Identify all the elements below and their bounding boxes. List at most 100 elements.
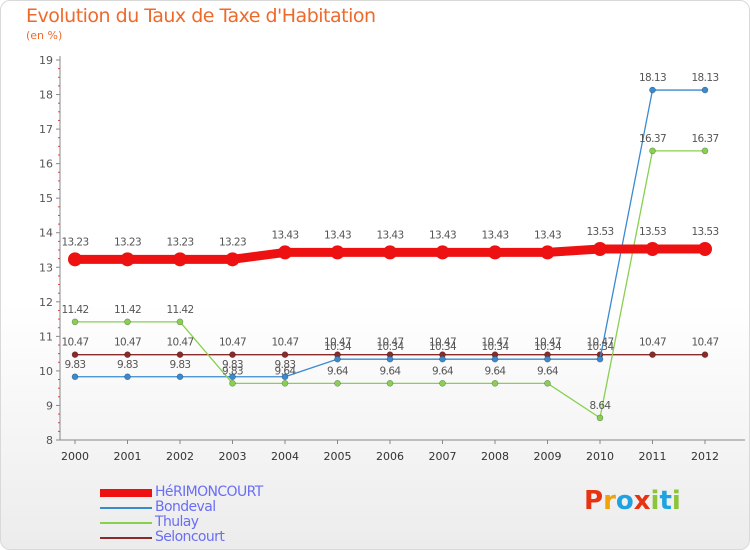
y-tick-label: 17 — [39, 123, 53, 136]
data-label: 10.47 — [271, 337, 298, 349]
data-label: 13.43 — [271, 229, 298, 241]
x-tick-label: 2000 — [61, 450, 89, 463]
data-point — [281, 373, 289, 381]
data-label: 10.47 — [324, 337, 351, 349]
x-tick-label: 2009 — [534, 450, 562, 463]
legend-label: HéRIMONCOURT — [155, 484, 263, 500]
data-label: 13.53 — [691, 226, 718, 238]
data-label: 13.23 — [219, 236, 246, 248]
data-point — [645, 241, 660, 256]
data-label: 13.23 — [166, 236, 193, 248]
y-tick-label: 13 — [39, 261, 53, 274]
data-point — [593, 241, 607, 256]
data-point — [68, 252, 82, 267]
data-point — [173, 252, 187, 267]
x-tick-label: 2003 — [219, 450, 247, 463]
data-point — [124, 351, 131, 358]
data-label: 9.83 — [170, 359, 191, 371]
y-tick-label: 19 — [39, 54, 53, 67]
x-tick-label: 2010 — [586, 450, 614, 463]
data-label: 10.34 — [481, 341, 509, 353]
data-label: 16.37 — [639, 133, 666, 145]
data-point — [540, 245, 555, 260]
data-point — [229, 380, 236, 387]
data-label: 10.47 — [219, 337, 246, 349]
data-label: 13.23 — [61, 236, 88, 248]
x-tick-label: 2012 — [691, 450, 719, 463]
y-tick-label: 14 — [39, 227, 53, 240]
y-tick-label: 15 — [39, 192, 53, 205]
data-label: 10.47 — [691, 337, 718, 349]
data-label: 9.64 — [380, 365, 402, 377]
logo-letter: P — [584, 486, 604, 516]
y-tick-label: 18 — [39, 89, 53, 102]
data-point — [544, 380, 551, 387]
x-tick-label: 2001 — [114, 450, 142, 463]
data-point — [176, 351, 184, 358]
x-tick-label: 2005 — [324, 450, 352, 463]
legend-swatch — [100, 507, 152, 509]
data-point — [596, 355, 604, 363]
logo-letter: x — [633, 486, 651, 516]
data-point — [488, 245, 502, 260]
data-point — [176, 318, 184, 326]
data-point — [435, 245, 450, 260]
legend-label: Seloncourt — [155, 529, 225, 545]
data-label: 10.34 — [586, 341, 614, 353]
x-tick-label: 2011 — [639, 450, 667, 463]
data-label: 10.47 — [376, 337, 403, 349]
data-label: 9.64 — [275, 365, 297, 377]
data-label: 9.83 — [222, 359, 243, 371]
chart-title: Evolution du Taux de Taxe d'Habitation — [26, 5, 376, 27]
data-label: 13.43 — [534, 229, 561, 241]
data-label: 13.43 — [429, 229, 456, 241]
data-point — [439, 355, 446, 363]
data-point — [281, 380, 289, 387]
data-label: 9.83 — [275, 359, 296, 371]
data-point — [330, 245, 345, 260]
data-point — [278, 245, 292, 260]
data-label: 10.34 — [429, 341, 457, 353]
legend-swatch — [100, 522, 152, 524]
data-label: 13.43 — [324, 229, 351, 241]
data-label: 9.64 — [485, 365, 507, 377]
data-label: 10.34 — [376, 341, 404, 353]
logo-letter: o — [615, 486, 634, 516]
data-point — [491, 355, 499, 363]
data-point — [439, 380, 446, 387]
logo-letter: i — [671, 486, 681, 516]
y-tick-label: 11 — [39, 330, 53, 343]
data-label: 18.13 — [639, 72, 666, 84]
data-point — [701, 86, 709, 94]
data-label: 10.47 — [61, 337, 88, 349]
data-point — [124, 318, 131, 326]
data-label: 10.34 — [534, 341, 562, 353]
data-label: 9.83 — [222, 365, 243, 377]
proxiti-logo: Proxiti — [584, 486, 681, 516]
y-tick-label: 16 — [39, 158, 53, 171]
data-label: 9.83 — [65, 359, 86, 371]
legend-swatch — [100, 537, 152, 539]
data-label: 9.64 — [432, 365, 454, 377]
data-label: 9.64 — [537, 365, 559, 377]
data-label: 10.47 — [534, 337, 561, 349]
data-point — [229, 373, 236, 381]
data-label: 11.42 — [166, 304, 193, 316]
y-tick-label: 8 — [46, 434, 53, 447]
series-line-2 — [74, 150, 706, 419]
data-label: 13.43 — [481, 229, 508, 241]
data-label: 13.53 — [586, 226, 613, 238]
data-label: 10.47 — [586, 337, 613, 349]
data-label: 10.47 — [639, 337, 666, 349]
legend-label: Thulay — [155, 514, 199, 530]
data-point — [386, 355, 394, 363]
data-label: 8.64 — [590, 400, 612, 412]
y-tick-label: 10 — [39, 365, 53, 378]
data-point — [649, 147, 656, 155]
data-label: 11.42 — [114, 304, 141, 316]
data-point — [120, 252, 135, 267]
data-label: 10.47 — [166, 337, 193, 349]
data-point — [649, 351, 656, 358]
data-point — [334, 380, 341, 387]
